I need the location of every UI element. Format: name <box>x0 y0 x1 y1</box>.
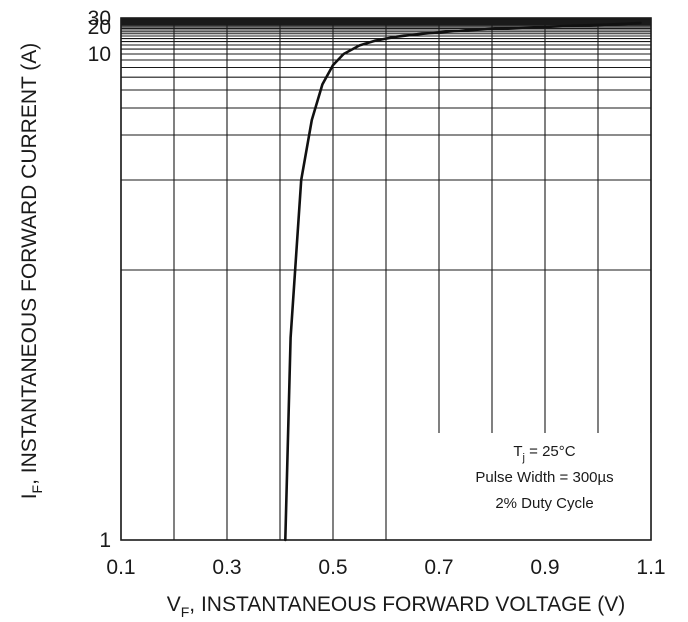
x-tick-label: 1.1 <box>636 556 665 579</box>
y-axis-label: IF, INSTANTANEOUS FORWARD CURRENT (A) <box>18 43 45 500</box>
x-axis-label: VF, INSTANTANEOUS FORWARD VOLTAGE (V) <box>167 593 626 620</box>
x-tick-label: 0.1 <box>106 556 135 579</box>
y-tick-label: 1 <box>99 529 111 552</box>
plot-frame <box>120 17 652 541</box>
y-tick-label: 10 <box>88 43 111 66</box>
y-tick-label: 20 <box>88 16 111 39</box>
annotation-duty-cycle: 2% Duty Cycle <box>495 495 593 512</box>
y-tick-label: 30 <box>88 7 111 30</box>
x-tick-label: 0.5 <box>318 556 347 579</box>
series-line <box>284 21 642 542</box>
x-tick-label: 0.3 <box>212 556 241 579</box>
annotation-box <box>438 433 651 540</box>
x-tick-label: 0.9 <box>530 556 559 579</box>
annotation-pulse-width: Pulse Width = 300µs <box>475 469 613 486</box>
x-tick-label: 0.7 <box>424 556 453 579</box>
annotation-temperature: Tj = 25°C <box>513 443 575 464</box>
